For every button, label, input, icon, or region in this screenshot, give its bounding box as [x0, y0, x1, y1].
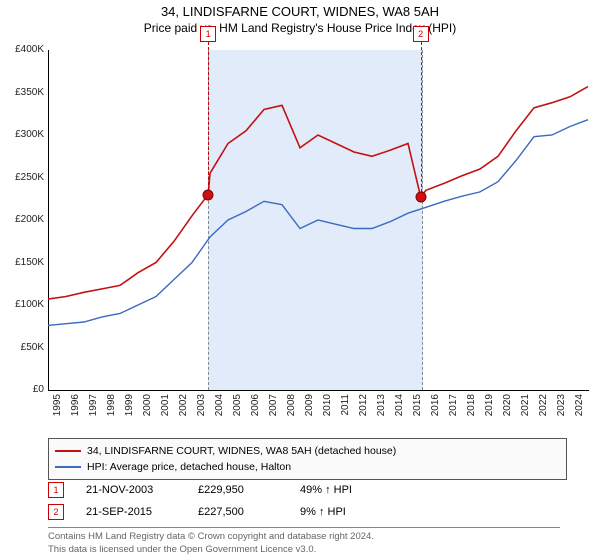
y-tick-label: £400K	[2, 44, 44, 55]
footer-line2: This data is licensed under the Open Gov…	[48, 544, 560, 556]
x-tick-label: 1995	[52, 394, 63, 416]
series-line	[48, 87, 588, 300]
x-tick-label: 2010	[322, 394, 333, 416]
title-line2: Price paid vs. HM Land Registry's House …	[0, 21, 600, 35]
x-tick-label: 2023	[556, 394, 567, 416]
sale-marker-box-2: 2	[48, 504, 64, 520]
x-tick-label: 2024	[574, 394, 585, 416]
series-line	[48, 120, 588, 326]
sale-marker-box: 1	[200, 26, 216, 42]
y-tick-label: £300K	[2, 129, 44, 140]
sale-marker-line	[421, 42, 422, 197]
x-tick-label: 2020	[502, 394, 513, 416]
x-tick-label: 2013	[376, 394, 387, 416]
legend-swatch-1	[55, 450, 81, 452]
x-tick-label: 1997	[88, 394, 99, 416]
chart-figure: 34, LINDISFARNE COURT, WIDNES, WA8 5AH P…	[0, 0, 600, 560]
sale-marker-line	[208, 42, 209, 195]
x-tick-label: 2006	[250, 394, 261, 416]
x-tick-label: 2018	[466, 394, 477, 416]
legend-label-1: 34, LINDISFARNE COURT, WIDNES, WA8 5AH (…	[87, 445, 396, 457]
legend-row-1: 34, LINDISFARNE COURT, WIDNES, WA8 5AH (…	[55, 443, 560, 459]
footer: Contains HM Land Registry data © Crown c…	[48, 527, 560, 556]
sale-price-2: £227,500	[198, 506, 278, 518]
legend: 34, LINDISFARNE COURT, WIDNES, WA8 5AH (…	[48, 438, 567, 480]
sale-row-1: 1 21-NOV-2003 £229,950 49% ↑ HPI	[48, 482, 352, 498]
sale-diff-1: 49% ↑ HPI	[300, 484, 352, 496]
sale-date-2: 21-SEP-2015	[86, 506, 176, 518]
x-tick-label: 2007	[268, 394, 279, 416]
x-tick-label: 1998	[106, 394, 117, 416]
y-tick-label: £250K	[2, 172, 44, 183]
title-block: 34, LINDISFARNE COURT, WIDNES, WA8 5AH P…	[0, 0, 600, 35]
title-line1: 34, LINDISFARNE COURT, WIDNES, WA8 5AH	[0, 4, 600, 19]
legend-swatch-2	[55, 466, 81, 468]
y-tick-label: £150K	[2, 257, 44, 268]
x-tick-label: 2015	[412, 394, 423, 416]
x-tick-label: 2000	[142, 394, 153, 416]
footer-line1: Contains HM Land Registry data © Crown c…	[48, 531, 560, 543]
sale-marker-box: 2	[413, 26, 429, 42]
x-tick-label: 2012	[358, 394, 369, 416]
legend-label-2: HPI: Average price, detached house, Halt…	[87, 461, 291, 473]
x-tick-label: 2019	[484, 394, 495, 416]
chart-area: £0£50K£100K£150K£200K£250K£300K£350K£400…	[48, 50, 588, 390]
x-tick-label: 2004	[214, 394, 225, 416]
sale-row-2: 2 21-SEP-2015 £227,500 9% ↑ HPI	[48, 504, 346, 520]
y-tick-label: £50K	[2, 342, 44, 353]
y-tick-label: £0	[2, 384, 44, 395]
y-tick-label: £100K	[2, 299, 44, 310]
x-tick-label: 2008	[286, 394, 297, 416]
y-tick-label: £350K	[2, 87, 44, 98]
sale-date-1: 21-NOV-2003	[86, 484, 176, 496]
chart-svg	[48, 50, 588, 390]
sale-dot	[203, 189, 214, 200]
y-tick-label: £200K	[2, 214, 44, 225]
x-tick-label: 2003	[196, 394, 207, 416]
x-tick-label: 2022	[538, 394, 549, 416]
x-tick-label: 2001	[160, 394, 171, 416]
x-tick-label: 2014	[394, 394, 405, 416]
x-tick-label: 2016	[430, 394, 441, 416]
legend-row-2: HPI: Average price, detached house, Halt…	[55, 459, 560, 475]
x-tick-label: 2002	[178, 394, 189, 416]
sale-marker-box-1: 1	[48, 482, 64, 498]
x-tick-label: 2009	[304, 394, 315, 416]
x-tick-label: 1996	[70, 394, 81, 416]
x-tick-label: 1999	[124, 394, 135, 416]
sale-price-1: £229,950	[198, 484, 278, 496]
x-tick-label: 2011	[340, 394, 351, 416]
x-tick-label: 2021	[520, 394, 531, 416]
sale-diff-2: 9% ↑ HPI	[300, 506, 346, 518]
x-tick-label: 2005	[232, 394, 243, 416]
x-tick-label: 2017	[448, 394, 459, 416]
sale-dot	[415, 191, 426, 202]
